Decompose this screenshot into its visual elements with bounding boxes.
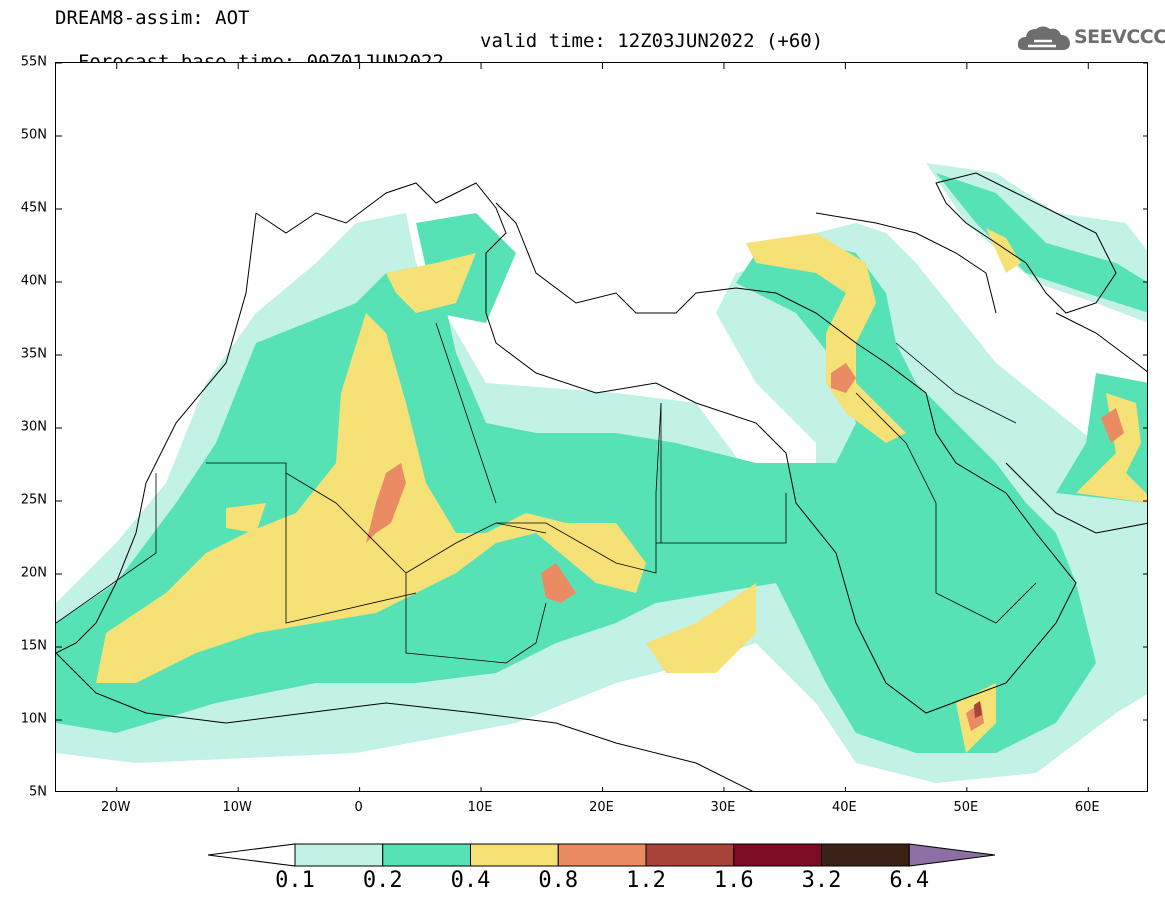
coastlines bbox=[56, 172, 1147, 791]
valid-time: valid time: 12Z03JUN2022 (+60) bbox=[480, 30, 824, 52]
cloud-icon bbox=[1017, 26, 1070, 50]
lat-tick-label: 30N bbox=[20, 419, 47, 435]
axis-ticks bbox=[56, 63, 1147, 791]
lat-tick-label: 40N bbox=[20, 273, 47, 289]
lat-tick-label: 15N bbox=[20, 638, 47, 654]
lat-tick-label: 25N bbox=[20, 492, 47, 508]
lon-tick-label: 40E bbox=[831, 800, 857, 815]
lon-tick-label: 0 bbox=[354, 800, 363, 815]
colorbar-level-label: 3.2 bbox=[801, 868, 842, 893]
lat-tick-label: 35N bbox=[20, 346, 47, 362]
colorbar-segment bbox=[821, 843, 910, 867]
lon-tick-label: 30E bbox=[710, 800, 736, 815]
lat-tick-label: 5N bbox=[29, 784, 47, 800]
lat-tick-label: 55N bbox=[20, 54, 47, 70]
colorbar bbox=[207, 843, 996, 867]
colorbar-level-label: 0.8 bbox=[538, 868, 579, 893]
colorbar-segment bbox=[733, 843, 822, 867]
colorbar-level-label: 0.1 bbox=[275, 868, 315, 893]
lat-tick-label: 45N bbox=[20, 200, 47, 216]
aot-level-1.2 bbox=[974, 701, 982, 718]
lat-tick-label: 10N bbox=[20, 711, 47, 727]
lon-tick-label: 20W bbox=[101, 800, 131, 815]
aot-map bbox=[55, 62, 1148, 792]
colorbar-level-label: 6.4 bbox=[889, 868, 930, 893]
lon-tick-label: 60E bbox=[1074, 800, 1100, 815]
lat-tick-label: 50N bbox=[20, 127, 47, 143]
colorbar-segment bbox=[470, 843, 559, 867]
seevccc-logo: SEEVCCC bbox=[1016, 22, 1165, 56]
lon-tick-label: 10W bbox=[222, 800, 252, 815]
lon-tick-label: 50E bbox=[953, 800, 979, 815]
colorbar-level-label: 1.2 bbox=[626, 868, 666, 893]
logo-text: SEEVCCC bbox=[1074, 26, 1165, 48]
colorbar-segment bbox=[557, 843, 647, 867]
country-borders bbox=[56, 322, 1037, 664]
colorbar-level-label: 0.4 bbox=[450, 868, 491, 893]
chart-title: DREAM8-assim: AOT bbox=[55, 7, 250, 29]
lat-tick-label: 20N bbox=[20, 565, 47, 581]
aot-level-0.8 bbox=[366, 363, 1124, 731]
lon-tick-label: 20E bbox=[589, 800, 614, 815]
colorbar-segment bbox=[294, 843, 384, 867]
colorbar-segment bbox=[645, 843, 735, 867]
colorbar-over-triangle bbox=[908, 843, 996, 867]
colorbar-segment bbox=[382, 843, 471, 867]
lon-tick-label: 10E bbox=[467, 800, 493, 815]
colorbar-under-triangle bbox=[207, 843, 296, 867]
colorbar-level-label: 1.6 bbox=[713, 868, 754, 893]
colorbar-level-label: 0.2 bbox=[362, 868, 403, 893]
